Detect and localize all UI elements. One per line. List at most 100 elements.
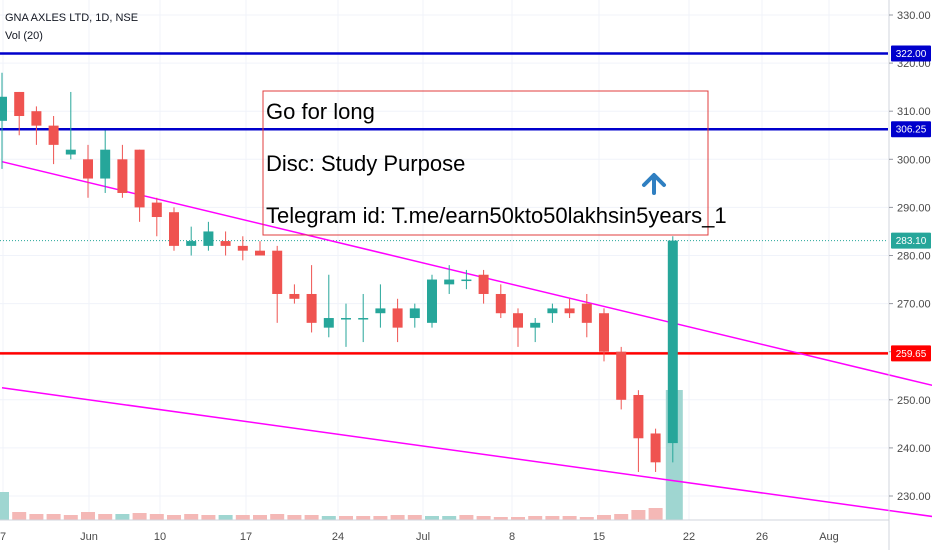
volume-bar <box>511 517 525 520</box>
last-price-tag-label: 283.10 <box>896 236 927 247</box>
candle-body <box>392 308 403 328</box>
volume-bar <box>614 514 629 520</box>
price-tick-label: 330.00 <box>897 10 931 22</box>
volume-bar <box>648 508 663 520</box>
price-tick-label: 290.00 <box>897 202 931 214</box>
candle-body <box>495 293 506 314</box>
candle-body <box>341 318 351 320</box>
candle-body <box>650 433 661 463</box>
volume-bar <box>562 516 577 520</box>
trendlines <box>1 160 932 518</box>
candle-body <box>65 149 76 155</box>
volume-bars <box>0 390 683 520</box>
volume-bar <box>287 515 302 520</box>
annotation-box[interactable]: Go for long Disc: Study Purpose Telegram… <box>262 90 727 236</box>
candle-body <box>427 279 437 323</box>
candle-body <box>358 318 369 320</box>
level-price-tag-label: 306.25 <box>896 125 927 136</box>
price-scale[interactable]: 230.00240.00250.00260.00270.00280.00290.… <box>888 0 931 550</box>
price-tick-label: 250.00 <box>897 395 931 407</box>
trendline <box>1 160 932 387</box>
candle-body <box>530 322 541 328</box>
candle-body <box>255 250 265 256</box>
candle-body <box>599 313 609 352</box>
time-tick-label: 24 <box>332 531 344 543</box>
volume-bar <box>339 516 353 520</box>
candle-body <box>48 125 59 145</box>
time-tick-label: 26 <box>756 531 768 543</box>
candle-body <box>513 313 523 328</box>
volume-bar <box>579 517 594 520</box>
candle-body <box>151 202 162 218</box>
candle-body <box>616 351 627 400</box>
volume-bar <box>425 516 439 520</box>
volume-bar <box>184 514 199 520</box>
time-tick-label: Jun <box>80 531 98 543</box>
time-tick-label: 15 <box>593 531 605 543</box>
price-tick-label: 310.00 <box>897 106 931 118</box>
volume-bar <box>81 512 95 520</box>
time-tick-label: Aug <box>819 531 839 543</box>
volume-bar <box>253 515 267 520</box>
level-price-tag-bg <box>891 45 931 62</box>
volume-bar <box>528 516 543 520</box>
volume-bar <box>373 516 388 520</box>
volume-bar <box>12 512 27 520</box>
volume-bar <box>407 515 422 520</box>
arrow-up-icon <box>642 173 666 195</box>
volume-bar <box>63 515 78 520</box>
volume-bar <box>493 517 508 520</box>
annotation-frame <box>262 90 709 236</box>
grid <box>0 0 888 520</box>
annotation-line-2: Disc: Study Purpose <box>266 151 465 176</box>
volume-bar <box>167 515 181 520</box>
candle-body <box>220 241 231 246</box>
annotation-line-1: Go for long <box>266 99 375 124</box>
annotation-line-3: Telegram id: T.me/earn50kto50lakhsin5yea… <box>266 203 727 228</box>
candle-body <box>31 111 42 126</box>
candle-body <box>306 293 317 323</box>
volume-bar <box>201 515 216 520</box>
price-tick-label: 300.00 <box>897 154 931 166</box>
volume-bar <box>115 514 130 520</box>
volume-bar <box>218 515 233 520</box>
volume-indicator-label[interactable]: Vol (20) <box>5 30 43 42</box>
price-tick-label: 270.00 <box>897 299 931 311</box>
volume-bar <box>235 515 250 520</box>
volume-bar <box>98 514 113 520</box>
horizontal-lines <box>0 52 888 355</box>
volume-bar <box>476 516 491 520</box>
time-tick-label: 22 <box>683 531 695 543</box>
time-tick-label: Jul <box>416 531 430 543</box>
trendline <box>1 387 932 518</box>
candle-body <box>478 274 489 294</box>
price-tick-label: 280.00 <box>897 251 931 263</box>
candle-body <box>633 394 644 439</box>
candle-body <box>117 159 128 193</box>
time-scale[interactable]: 7 Jun 10 17 24 Jul 8 15 22 26 Aug <box>0 519 889 543</box>
candle-body <box>444 279 455 285</box>
candle-body <box>289 293 300 299</box>
price-tick-label: 230.00 <box>897 491 931 503</box>
volume-bar <box>545 516 560 520</box>
candle-body <box>667 240 678 444</box>
candle-body <box>134 149 145 208</box>
volume-bar <box>46 514 61 520</box>
level-price-tag-label: 322.00 <box>896 49 927 60</box>
candle-body <box>14 91 25 117</box>
volume-bar <box>631 510 646 520</box>
symbol-title[interactable]: GNA AXLES LTD, 1D, NSE <box>5 12 138 24</box>
level-price-tag-bg <box>891 345 931 362</box>
candle-body <box>547 308 558 314</box>
last-price-tag-bg <box>891 232 931 249</box>
price-tick-label: 240.00 <box>897 443 931 455</box>
candle-body <box>409 308 420 319</box>
candles <box>0 72 678 472</box>
volume-bar <box>0 492 9 520</box>
volume-bar <box>597 515 611 520</box>
candle-body <box>203 231 214 246</box>
price-tags: 322.00 306.25 259.65 283.10 <box>891 45 931 362</box>
volume-bar <box>132 513 147 520</box>
candle-body <box>186 241 197 246</box>
